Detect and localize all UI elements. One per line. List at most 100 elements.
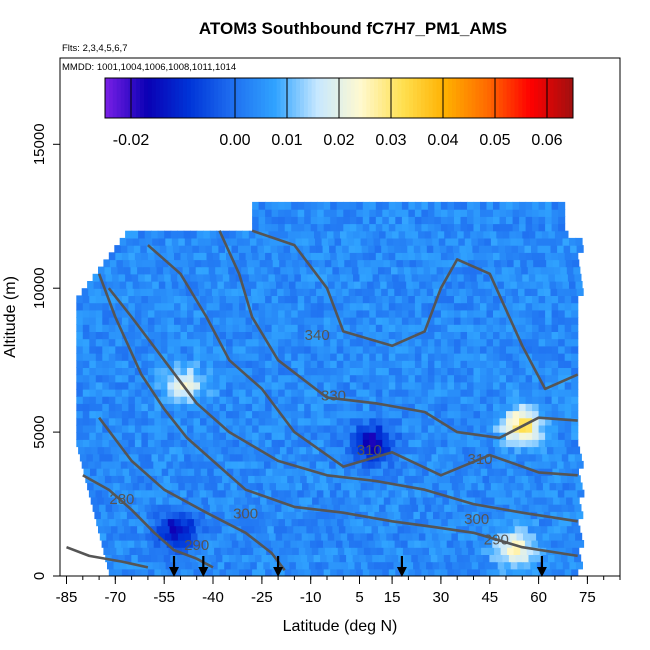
field-cell bbox=[265, 295, 273, 304]
field-cell bbox=[369, 432, 377, 440]
field-cell bbox=[532, 223, 540, 232]
field-cell bbox=[264, 288, 272, 296]
field-cell bbox=[448, 496, 456, 505]
field-cell bbox=[480, 223, 488, 232]
field-cell bbox=[336, 439, 344, 448]
field-cell bbox=[265, 360, 273, 368]
field-cell bbox=[334, 561, 342, 570]
field-cell bbox=[538, 396, 546, 404]
field-cell bbox=[278, 417, 286, 426]
field-cell bbox=[165, 281, 173, 289]
field-cell bbox=[382, 309, 390, 318]
field-cell bbox=[213, 468, 221, 476]
field-cell bbox=[506, 309, 514, 318]
field-cell bbox=[327, 230, 335, 239]
field-cell bbox=[361, 561, 369, 570]
field-cell bbox=[200, 374, 208, 383]
field-cell bbox=[480, 374, 488, 383]
field-cell bbox=[187, 374, 195, 383]
field-cell bbox=[346, 554, 354, 563]
field-cell bbox=[280, 266, 288, 275]
field-cell bbox=[489, 273, 497, 282]
field-cell bbox=[330, 338, 338, 347]
field-cell bbox=[193, 353, 201, 361]
field-cell bbox=[252, 331, 260, 340]
field-cell bbox=[160, 439, 168, 448]
field-cell bbox=[538, 252, 546, 261]
field-cell bbox=[147, 417, 155, 426]
field-cell bbox=[274, 230, 282, 239]
field-cell bbox=[330, 568, 338, 576]
field-cell bbox=[448, 547, 456, 555]
field-cell bbox=[369, 518, 377, 527]
field-cell bbox=[138, 453, 146, 462]
field-cell bbox=[127, 288, 135, 296]
field-cell bbox=[76, 417, 84, 426]
field-cell bbox=[547, 525, 555, 534]
field-cell bbox=[374, 288, 382, 296]
field-cell bbox=[132, 237, 140, 246]
field-cell bbox=[567, 554, 575, 563]
field-cell bbox=[136, 446, 144, 455]
field-cell bbox=[414, 388, 422, 397]
field-cell bbox=[224, 511, 232, 520]
field-cell bbox=[360, 532, 368, 541]
colorbar-segment bbox=[346, 78, 352, 118]
field-cell bbox=[271, 489, 279, 498]
field-cell bbox=[467, 353, 475, 361]
field-cell bbox=[232, 353, 240, 361]
field-cell bbox=[174, 568, 182, 576]
field-cell bbox=[180, 331, 188, 340]
field-cell bbox=[215, 554, 223, 563]
field-cell bbox=[199, 489, 207, 498]
field-cell bbox=[297, 388, 305, 397]
field-cell bbox=[160, 309, 168, 318]
field-cell bbox=[545, 374, 553, 383]
field-cell bbox=[312, 525, 320, 534]
field-cell bbox=[187, 360, 195, 368]
field-cell bbox=[454, 439, 462, 448]
field-cell bbox=[408, 317, 416, 325]
field-cell bbox=[369, 388, 377, 397]
field-cell bbox=[447, 360, 455, 368]
field-cell bbox=[203, 273, 211, 282]
field-cell bbox=[336, 367, 344, 376]
field-cell bbox=[198, 460, 206, 469]
field-cell bbox=[567, 475, 575, 484]
field-cell bbox=[252, 223, 260, 232]
field-cell bbox=[115, 568, 123, 576]
field-cell bbox=[482, 525, 490, 534]
field-cell bbox=[200, 518, 208, 527]
field-cell bbox=[135, 468, 143, 476]
field-cell bbox=[147, 324, 155, 332]
field-cell bbox=[422, 468, 430, 476]
field-cell bbox=[507, 547, 515, 555]
field-cell bbox=[187, 439, 195, 448]
field-cell bbox=[147, 381, 155, 390]
field-cell bbox=[116, 468, 124, 476]
field-cell bbox=[322, 511, 330, 520]
field-cell bbox=[362, 223, 370, 232]
field-cell bbox=[256, 281, 264, 289]
field-cell bbox=[307, 230, 315, 239]
field-cell bbox=[370, 547, 378, 555]
colorbar-segment bbox=[339, 78, 344, 118]
field-cell bbox=[384, 525, 392, 534]
field-cell bbox=[201, 496, 209, 505]
field-cell bbox=[162, 496, 170, 505]
field-cell bbox=[454, 424, 462, 433]
field-cell bbox=[134, 568, 142, 576]
field-cell bbox=[123, 446, 131, 455]
field-cell bbox=[108, 410, 116, 419]
field-cell bbox=[382, 489, 390, 498]
field-cell bbox=[369, 338, 377, 347]
field-cell bbox=[217, 482, 225, 491]
field-cell bbox=[226, 367, 234, 376]
field-cell bbox=[414, 374, 422, 383]
field-cell bbox=[545, 302, 553, 311]
field-cell bbox=[349, 353, 357, 361]
field-cell bbox=[474, 468, 482, 476]
field-cell bbox=[304, 432, 312, 440]
field-cell bbox=[391, 266, 399, 275]
field-cell bbox=[291, 338, 299, 347]
